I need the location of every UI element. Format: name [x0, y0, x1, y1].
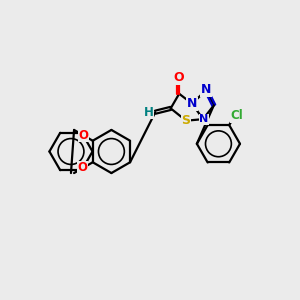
- Text: O: O: [78, 161, 88, 174]
- Text: S: S: [182, 114, 190, 127]
- Text: N: N: [201, 83, 211, 96]
- Text: Cl: Cl: [230, 109, 243, 122]
- Text: O: O: [78, 129, 88, 142]
- Text: N: N: [199, 114, 208, 124]
- Text: H: H: [143, 106, 153, 119]
- Text: N: N: [187, 97, 197, 110]
- Text: O: O: [174, 71, 184, 84]
